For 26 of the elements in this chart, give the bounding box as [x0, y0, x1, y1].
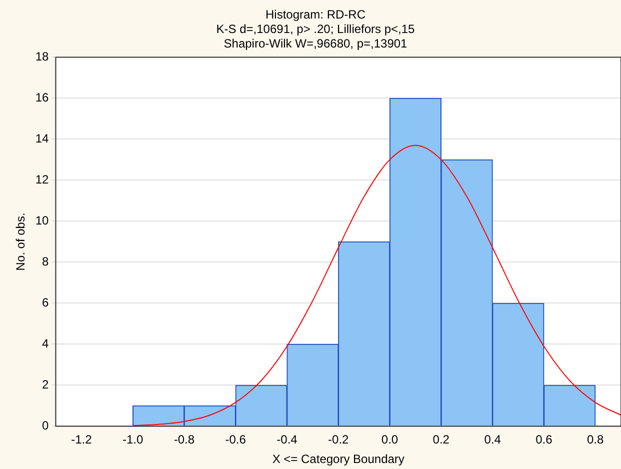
line-series: [132, 144, 621, 426]
chart-subtitle: K-S d=,10691, p> .20; Lilliefors p<,15 Shapiro-Wilk W=,96680, p=,13901: [216, 22, 416, 50]
x-tick-label: 0.6: [536, 432, 553, 447]
y-tick-label: 6: [42, 296, 50, 310]
y-tick-label: 0: [42, 418, 50, 433]
x-tick-label: 0.2: [432, 432, 450, 447]
y-tick-label: 16: [35, 90, 50, 105]
x-tick-label: -1.0: [122, 432, 144, 447]
x-tick-label: 0.4: [484, 432, 502, 447]
x-tick-label: -0.2: [328, 432, 350, 447]
y-tick-label: 8: [42, 254, 50, 269]
x-tick-label: 0.0: [381, 432, 398, 447]
y-tick-label: 2: [42, 378, 50, 392]
y-tick-label: 4: [42, 336, 50, 351]
x-tick-label: -0.4: [276, 432, 298, 447]
y-tick-label: 18: [35, 50, 50, 64]
x-tick-label: -1.2: [71, 432, 92, 447]
y-tick-label: 10: [35, 214, 50, 228]
y-axis-title: No. of obs.: [14, 212, 28, 271]
y-tick-label: 12: [35, 172, 50, 187]
chart-title: Histogram: RD-RC: [265, 8, 366, 22]
x-tick-label: -0.6: [225, 432, 246, 447]
y-tick-label: 14: [35, 132, 50, 146]
x-axis-title: X <= Category Boundary: [272, 452, 404, 466]
x-tick-label: 0.8: [586, 432, 604, 447]
x-tick-label: -0.8: [174, 432, 195, 447]
